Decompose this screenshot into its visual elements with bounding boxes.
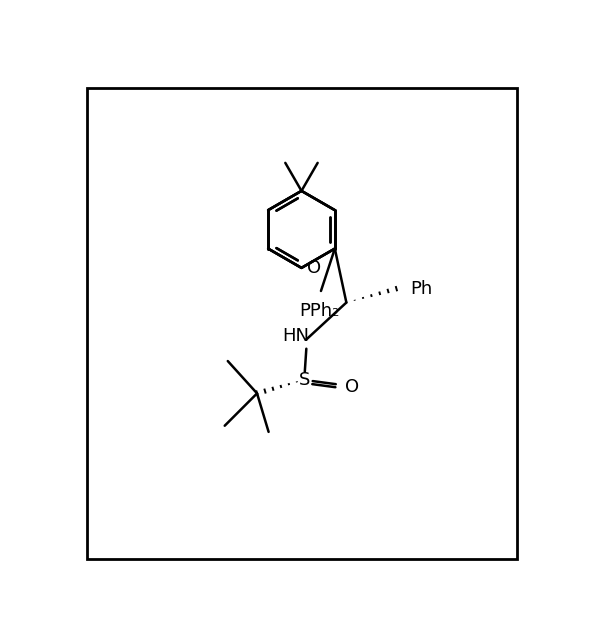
- Text: O: O: [307, 259, 321, 277]
- Text: S: S: [299, 370, 310, 388]
- Text: Ph: Ph: [411, 279, 432, 297]
- Text: O: O: [346, 378, 360, 396]
- Text: HN: HN: [282, 328, 309, 345]
- Text: PPh₂: PPh₂: [299, 302, 340, 320]
